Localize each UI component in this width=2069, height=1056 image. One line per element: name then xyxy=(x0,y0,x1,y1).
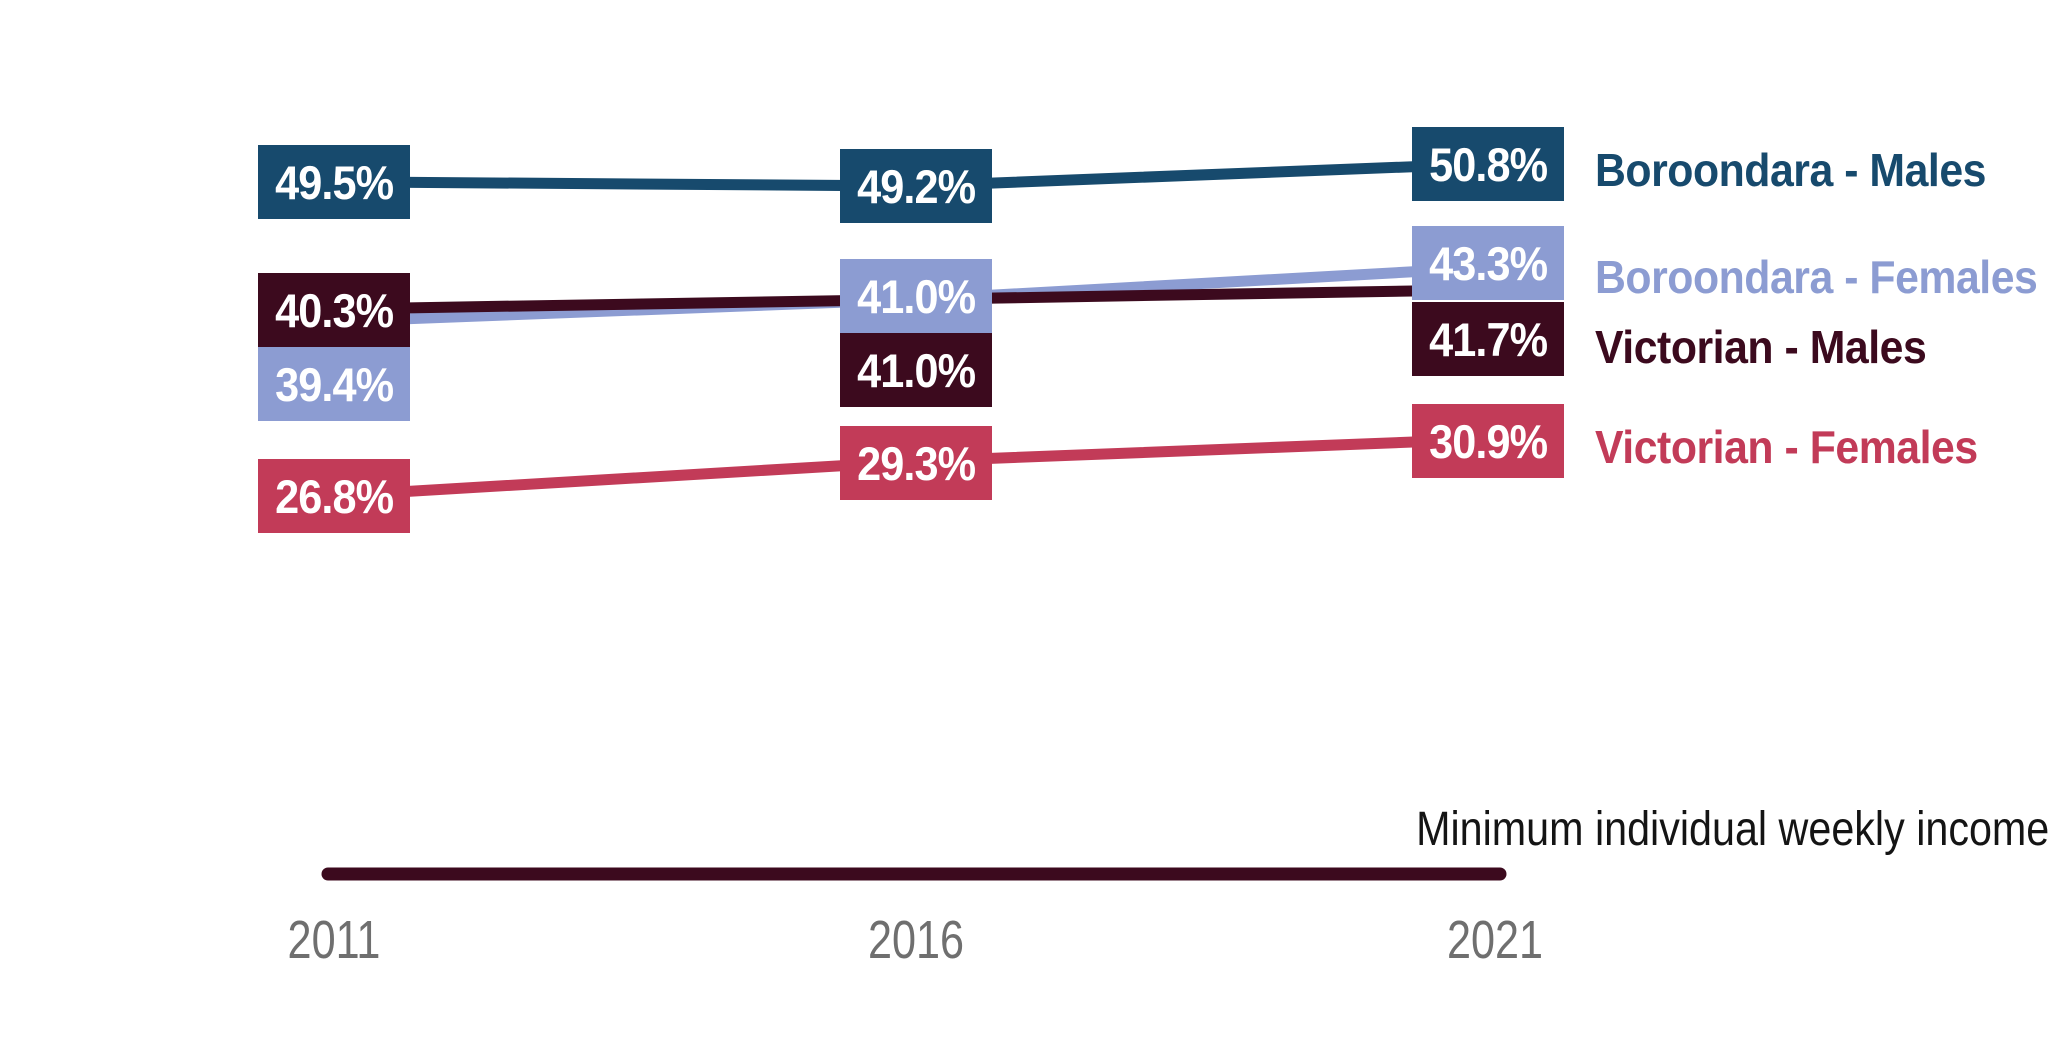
legend-boroondara-males: Boroondara - Males xyxy=(1595,143,2015,197)
value-label-victorian-males-2016: 41.0% xyxy=(840,333,992,407)
value-label-text: 50.8% xyxy=(1428,137,1548,191)
legend-victorian-males: Victorian - Males xyxy=(1595,320,1951,374)
x-axis-title: Minimum individual weekly income xyxy=(1313,802,2049,857)
value-label-text: 41.0% xyxy=(856,343,976,397)
legend-victorian-females-text: Victorian - Females xyxy=(1595,421,1978,473)
legend-boroondara-males-text: Boroondara - Males xyxy=(1595,144,1986,196)
x-tick-2021: 2021 xyxy=(1435,909,1555,971)
value-label-text: 49.5% xyxy=(274,155,394,209)
x-tick-2016: 2016 xyxy=(856,909,976,971)
value-label-victorian-females-2021: 30.9% xyxy=(1412,404,1564,478)
value-label-text: 43.3% xyxy=(1428,236,1548,290)
value-label-text: 40.3% xyxy=(274,283,394,337)
value-label-text: 41.0% xyxy=(856,269,976,323)
value-label-boroondara-females-2021: 43.3% xyxy=(1412,226,1564,300)
value-label-text: 39.4% xyxy=(274,357,394,411)
x-tick-2016-label: 2016 xyxy=(867,910,965,970)
value-label-victorian-females-2016: 29.3% xyxy=(840,426,992,500)
value-label-text: 49.2% xyxy=(856,159,976,213)
value-label-victorian-males-2021: 41.7% xyxy=(1412,302,1564,376)
value-label-boroondara-males-2011: 49.5% xyxy=(258,145,410,219)
value-label-victorian-females-2011: 26.8% xyxy=(258,459,410,533)
value-label-boroondara-females-2016: 41.0% xyxy=(840,259,992,333)
legend-victorian-males-text: Victorian - Males xyxy=(1595,321,1927,373)
x-tick-2021-label: 2021 xyxy=(1446,910,1544,970)
legend-victorian-females: Victorian - Females xyxy=(1595,420,2007,474)
value-label-boroondara-males-2021: 50.8% xyxy=(1412,127,1564,201)
value-label-text: 29.3% xyxy=(856,436,976,490)
x-tick-2011: 2011 xyxy=(276,909,392,971)
value-label-boroondara-males-2016: 49.2% xyxy=(840,149,992,223)
x-tick-2011-label: 2011 xyxy=(287,910,381,970)
value-label-victorian-males-2011: 40.3% xyxy=(258,273,410,347)
legend-boroondara-females-text: Boroondara - Females xyxy=(1595,251,2038,303)
x-axis-title-text: Minimum individual weekly income xyxy=(1415,803,2049,856)
value-label-text: 26.8% xyxy=(274,469,394,523)
value-label-boroondara-females-2011: 39.4% xyxy=(258,347,410,421)
value-label-text: 30.9% xyxy=(1428,414,1548,468)
value-label-text: 41.7% xyxy=(1428,312,1548,366)
legend-boroondara-females: Boroondara - Females xyxy=(1595,250,2069,304)
